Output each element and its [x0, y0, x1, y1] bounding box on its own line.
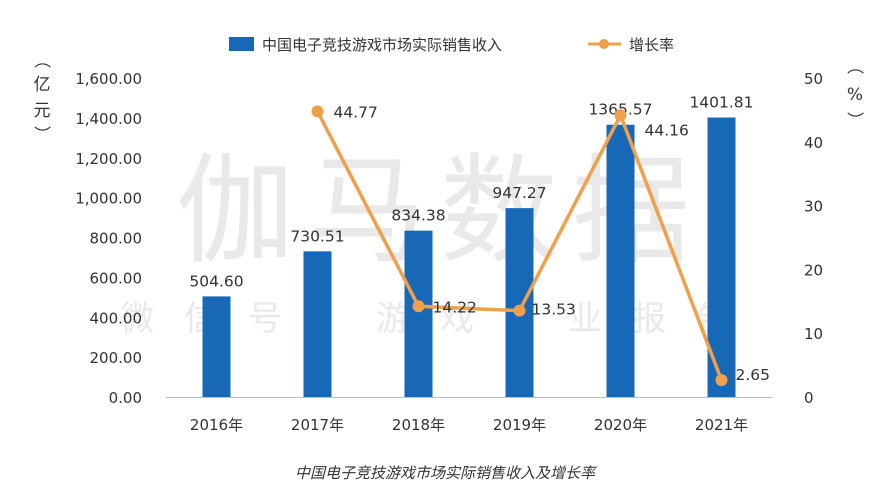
growth-marker [311, 105, 324, 118]
legend-swatch-marker [599, 39, 609, 49]
x-axis-tick-label: 2020年 [594, 416, 647, 434]
line-series [311, 105, 728, 387]
legend: 中国电子竞技游戏市场实际销售收入 增长率 [229, 36, 674, 54]
bar-series [202, 117, 736, 398]
growth-value-label: 14.22 [433, 298, 477, 316]
left-axis-tick-label: 400.00 [90, 309, 143, 327]
left-axis-tick-label: 1,200.00 [75, 150, 142, 168]
bar-value-label: 730.51 [290, 227, 344, 245]
bar [303, 251, 332, 397]
x-axis-tick-label: 2017年 [291, 416, 344, 434]
growth-marker [412, 300, 425, 313]
x-axis-tick-label: 2019年 [493, 416, 546, 434]
right-axis-unit-char: ） [844, 112, 864, 129]
left-axis-tick-label: 200.00 [90, 349, 143, 367]
x-axis-tick-label: 2018年 [392, 416, 445, 434]
watermark-large-text: 伽马数据 [176, 142, 704, 280]
legend-label-revenue: 中国电子竞技游戏市场实际销售收入 [262, 36, 502, 54]
left-axis-tick-label: 1,600.00 [75, 70, 142, 88]
legend-swatch-bar [229, 37, 254, 51]
left-axis-tick-label: 1,400.00 [75, 110, 142, 128]
growth-value-label: 13.53 [532, 301, 576, 319]
right-axis-tick-label: 30 [804, 198, 823, 216]
legend-label-growth: 增长率 [629, 36, 674, 54]
left-axis-tick-label: 1,000.00 [75, 190, 142, 208]
left-axis-unit-char: 元 [34, 101, 51, 121]
x-axis-tick-label: 2021年 [695, 416, 748, 434]
x-axis-tick-label: 2016年 [190, 416, 243, 434]
bar-value-label: 947.27 [492, 184, 546, 202]
chart: 伽马数据 微信号：游戏产业报告 中国电子竞技游戏市场实际销售收入 增长率 0.00… [31, 36, 864, 434]
x-axis: 2016年 2017年 2018年 2019年 2020年 2021年 [166, 397, 772, 434]
left-axis-tick-label: 800.00 [90, 230, 143, 248]
right-axis-tick-label: 10 [804, 325, 823, 343]
bar [202, 296, 231, 397]
right-axis-unit-char: % [847, 85, 863, 105]
left-axis-tick-label: 600.00 [90, 269, 143, 287]
bar-value-label: 1401.81 [689, 94, 753, 112]
right-axis-tick-label: 20 [804, 261, 823, 279]
left-axis-unit-char: （ [31, 52, 51, 69]
chart-caption: 中国电子竞技游戏市场实际销售收入及增长率 [294, 464, 595, 482]
bar [606, 124, 635, 398]
bar-value-label: 834.38 [391, 207, 445, 225]
growth-marker [513, 304, 526, 317]
bar [404, 230, 433, 397]
left-axis: 0.00 200.00 400.00 600.00 800.00 1,000.00 1,20… [31, 52, 142, 408]
line-value-labels: 44.77 14.22 13.53 44.16 2.65 [334, 103, 771, 384]
growth-value-label: 44.16 [645, 121, 689, 139]
growth-value-label: 44.77 [334, 103, 378, 121]
left-axis-unit-char: 亿 [34, 75, 51, 95]
left-axis-tick-label: 0.00 [109, 389, 142, 407]
right-axis-unit-char: （ [844, 58, 864, 75]
right-axis-tick-label: 50 [804, 70, 823, 88]
bar [707, 117, 736, 397]
growth-marker [715, 374, 728, 387]
bar [505, 208, 534, 397]
bar-value-label: 504.60 [189, 272, 243, 290]
growth-marker [614, 109, 627, 122]
left-axis-unit-char: ） [31, 126, 51, 143]
growth-value-label: 2.65 [736, 366, 771, 384]
right-axis-tick-label: 0 [804, 389, 814, 407]
right-axis-tick-label: 40 [804, 134, 823, 152]
right-axis: 0 10 20 30 40 50 （% ） [804, 58, 864, 408]
